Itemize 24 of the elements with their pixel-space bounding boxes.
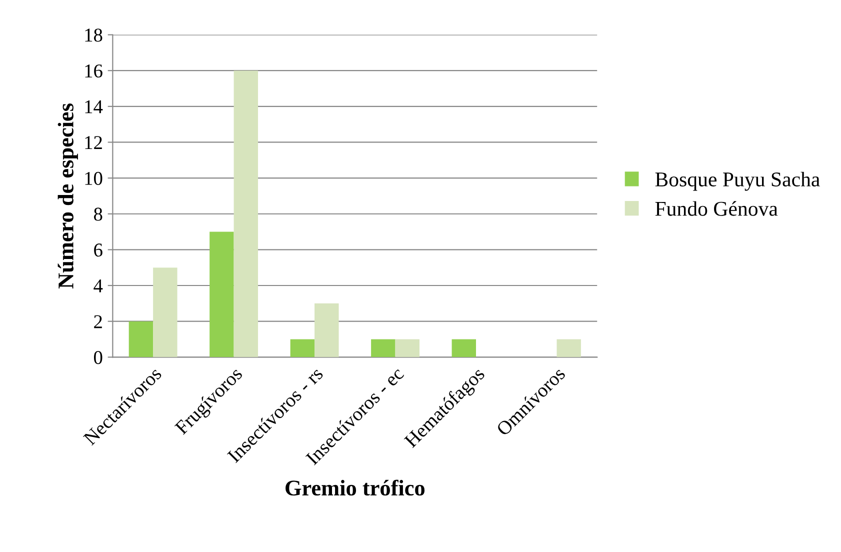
- y-axis-title: Número de especies: [58, 104, 78, 289]
- bar: [234, 70, 258, 358]
- bar: [395, 339, 420, 358]
- legend-label: Fundo Génova: [655, 201, 778, 216]
- bar: [153, 268, 178, 358]
- y-tick-label: 8: [94, 208, 102, 221]
- bar: [371, 339, 396, 358]
- y-tick-label: 0: [94, 350, 102, 364]
- y-tick-label: 10: [85, 172, 102, 185]
- bar: [290, 339, 315, 358]
- bar: [314, 303, 339, 358]
- y-tick-label: 14: [85, 100, 103, 114]
- bar: [210, 232, 234, 358]
- y-tick-label: 16: [85, 64, 102, 78]
- y-tick-label: 18: [85, 28, 102, 42]
- bar: [452, 339, 476, 358]
- y-tick-label: 6: [94, 244, 102, 257]
- x-axis-title: Gremio trófico: [286, 480, 425, 496]
- y-tick-label: 2: [94, 315, 102, 328]
- bar: [128, 321, 154, 358]
- y-tick-label: 4: [94, 279, 103, 292]
- y-tick-label: 12: [85, 136, 102, 149]
- bar: [556, 339, 581, 358]
- legend-label: Bosque Puyu Sacha: [655, 172, 820, 191]
